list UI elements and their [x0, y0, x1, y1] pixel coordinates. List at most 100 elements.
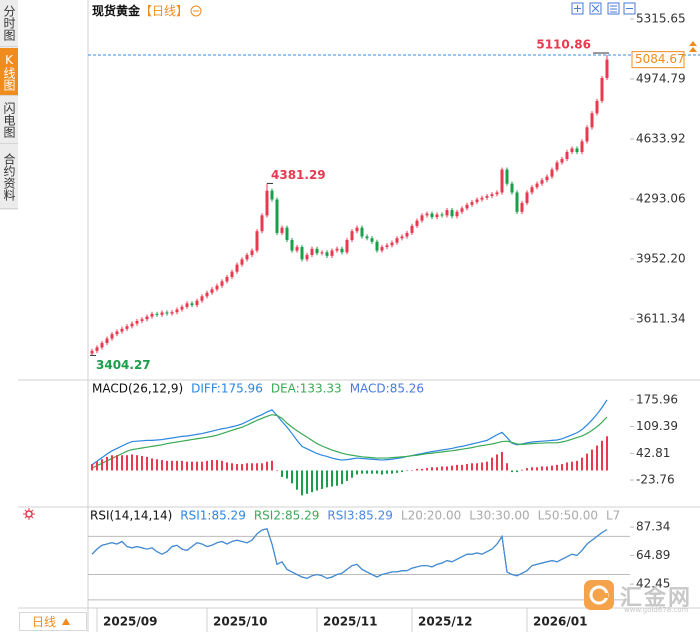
rsi-settings-icon[interactable]	[23, 508, 35, 520]
candle-body	[505, 169, 509, 184]
annotation: 3404.27	[96, 358, 151, 372]
macd-bar	[546, 466, 548, 471]
legend-entry: L30:30.00	[469, 509, 529, 523]
macd-bar	[246, 463, 248, 471]
candle-body	[230, 271, 234, 277]
legend-entry: RSI(14,14,14)	[90, 509, 172, 523]
y-tick-label: 4633.92	[636, 131, 686, 145]
watermark-logo	[584, 580, 614, 610]
candle-body	[555, 162, 559, 170]
candle-body	[205, 292, 209, 297]
candle-body	[485, 195, 489, 198]
y-tick-label: 42.81	[636, 446, 670, 460]
macd-bar	[96, 461, 98, 471]
candle-body	[365, 236, 369, 239]
macd-bar	[296, 470, 298, 490]
macd-bar	[231, 463, 233, 471]
rsi-line	[91, 528, 608, 579]
candle-body	[475, 199, 479, 203]
macd-bar	[346, 470, 348, 481]
candle-body	[550, 169, 554, 177]
candle-body	[560, 159, 564, 163]
macd-bar	[521, 469, 523, 471]
macd-bar	[226, 462, 228, 471]
macd-bar	[101, 459, 103, 471]
scroll-icon[interactable]	[689, 41, 697, 52]
macd-bar	[276, 470, 278, 471]
candle-body	[590, 113, 594, 128]
legend-entry: L7	[606, 509, 620, 523]
macd-bar	[576, 460, 578, 471]
candle-body	[355, 227, 359, 232]
macd-bar	[381, 470, 383, 475]
macd-bar	[251, 463, 253, 471]
candle-body	[480, 197, 484, 200]
macd-bar	[186, 461, 188, 471]
macd-bar	[391, 470, 393, 474]
candle-body	[210, 289, 214, 293]
macd-bar	[426, 468, 428, 471]
x-tick-label: 2025/09	[103, 615, 157, 629]
candle-body	[545, 176, 549, 181]
macd-bar	[136, 455, 138, 471]
candle-body	[255, 231, 259, 251]
macd-bar	[451, 465, 453, 471]
watermark-url: www.gold678.com	[624, 606, 689, 614]
macd-line	[91, 414, 608, 469]
tab[interactable]: 闪电图	[0, 97, 18, 144]
candle-body	[295, 247, 299, 251]
last-price-box	[631, 51, 685, 69]
candle-body	[280, 227, 284, 233]
macd-bar	[206, 460, 208, 471]
candle-body	[190, 303, 194, 306]
candle-body	[500, 169, 504, 193]
candle-body	[465, 204, 469, 209]
legend-entry: RSI2:85.29	[254, 509, 320, 523]
macd-bar	[236, 464, 238, 471]
tab[interactable]: 分时图	[0, 0, 18, 47]
macd-bar	[161, 460, 163, 471]
candle-body	[450, 210, 454, 217]
candle-body	[270, 190, 274, 200]
macd-bar	[326, 470, 328, 488]
candle-body	[305, 254, 309, 260]
candle-body	[285, 227, 289, 240]
candle-body	[235, 264, 239, 272]
candle-body	[130, 323, 134, 327]
collapse-icon[interactable]	[190, 5, 202, 17]
macd-bar	[481, 462, 483, 471]
macd-bar	[496, 454, 498, 471]
macd-bar	[506, 463, 508, 471]
macd-bar	[131, 454, 133, 471]
last-price-label: 5084.67	[635, 52, 685, 66]
macd-bar	[156, 459, 158, 471]
tab-active[interactable]: K线图	[0, 48, 18, 96]
macd-bar	[121, 455, 123, 471]
candle-body	[580, 141, 584, 152]
dropdown-arrow	[62, 618, 71, 625]
macd-bar	[181, 460, 183, 471]
x-tick-label: 2025/10	[213, 615, 267, 629]
macd-bar	[106, 456, 108, 471]
candle-body	[350, 231, 354, 240]
macd-bar	[486, 461, 488, 471]
period-selector[interactable]: 日线	[19, 612, 87, 631]
candle-body	[225, 276, 229, 282]
macd-bar	[286, 470, 288, 479]
candle-body	[425, 213, 429, 216]
chart-header: 现货黄金 【日线】	[92, 2, 202, 19]
candle-body	[110, 334, 114, 339]
candle-body	[525, 192, 529, 204]
candle-body	[385, 245, 389, 248]
tab[interactable]: 合约资料	[0, 145, 18, 209]
macd-bar	[116, 455, 118, 471]
x-tick-label: 2025/12	[418, 615, 472, 629]
macd-bar	[526, 468, 528, 471]
period-label: 【日线】	[140, 4, 189, 18]
macd-bar	[371, 470, 373, 474]
toolbar-icons[interactable]	[571, 2, 636, 15]
macd-bar	[146, 456, 148, 471]
candle-body	[520, 203, 524, 212]
period-selector-label: 日线	[32, 615, 57, 629]
candle-body	[195, 300, 199, 306]
